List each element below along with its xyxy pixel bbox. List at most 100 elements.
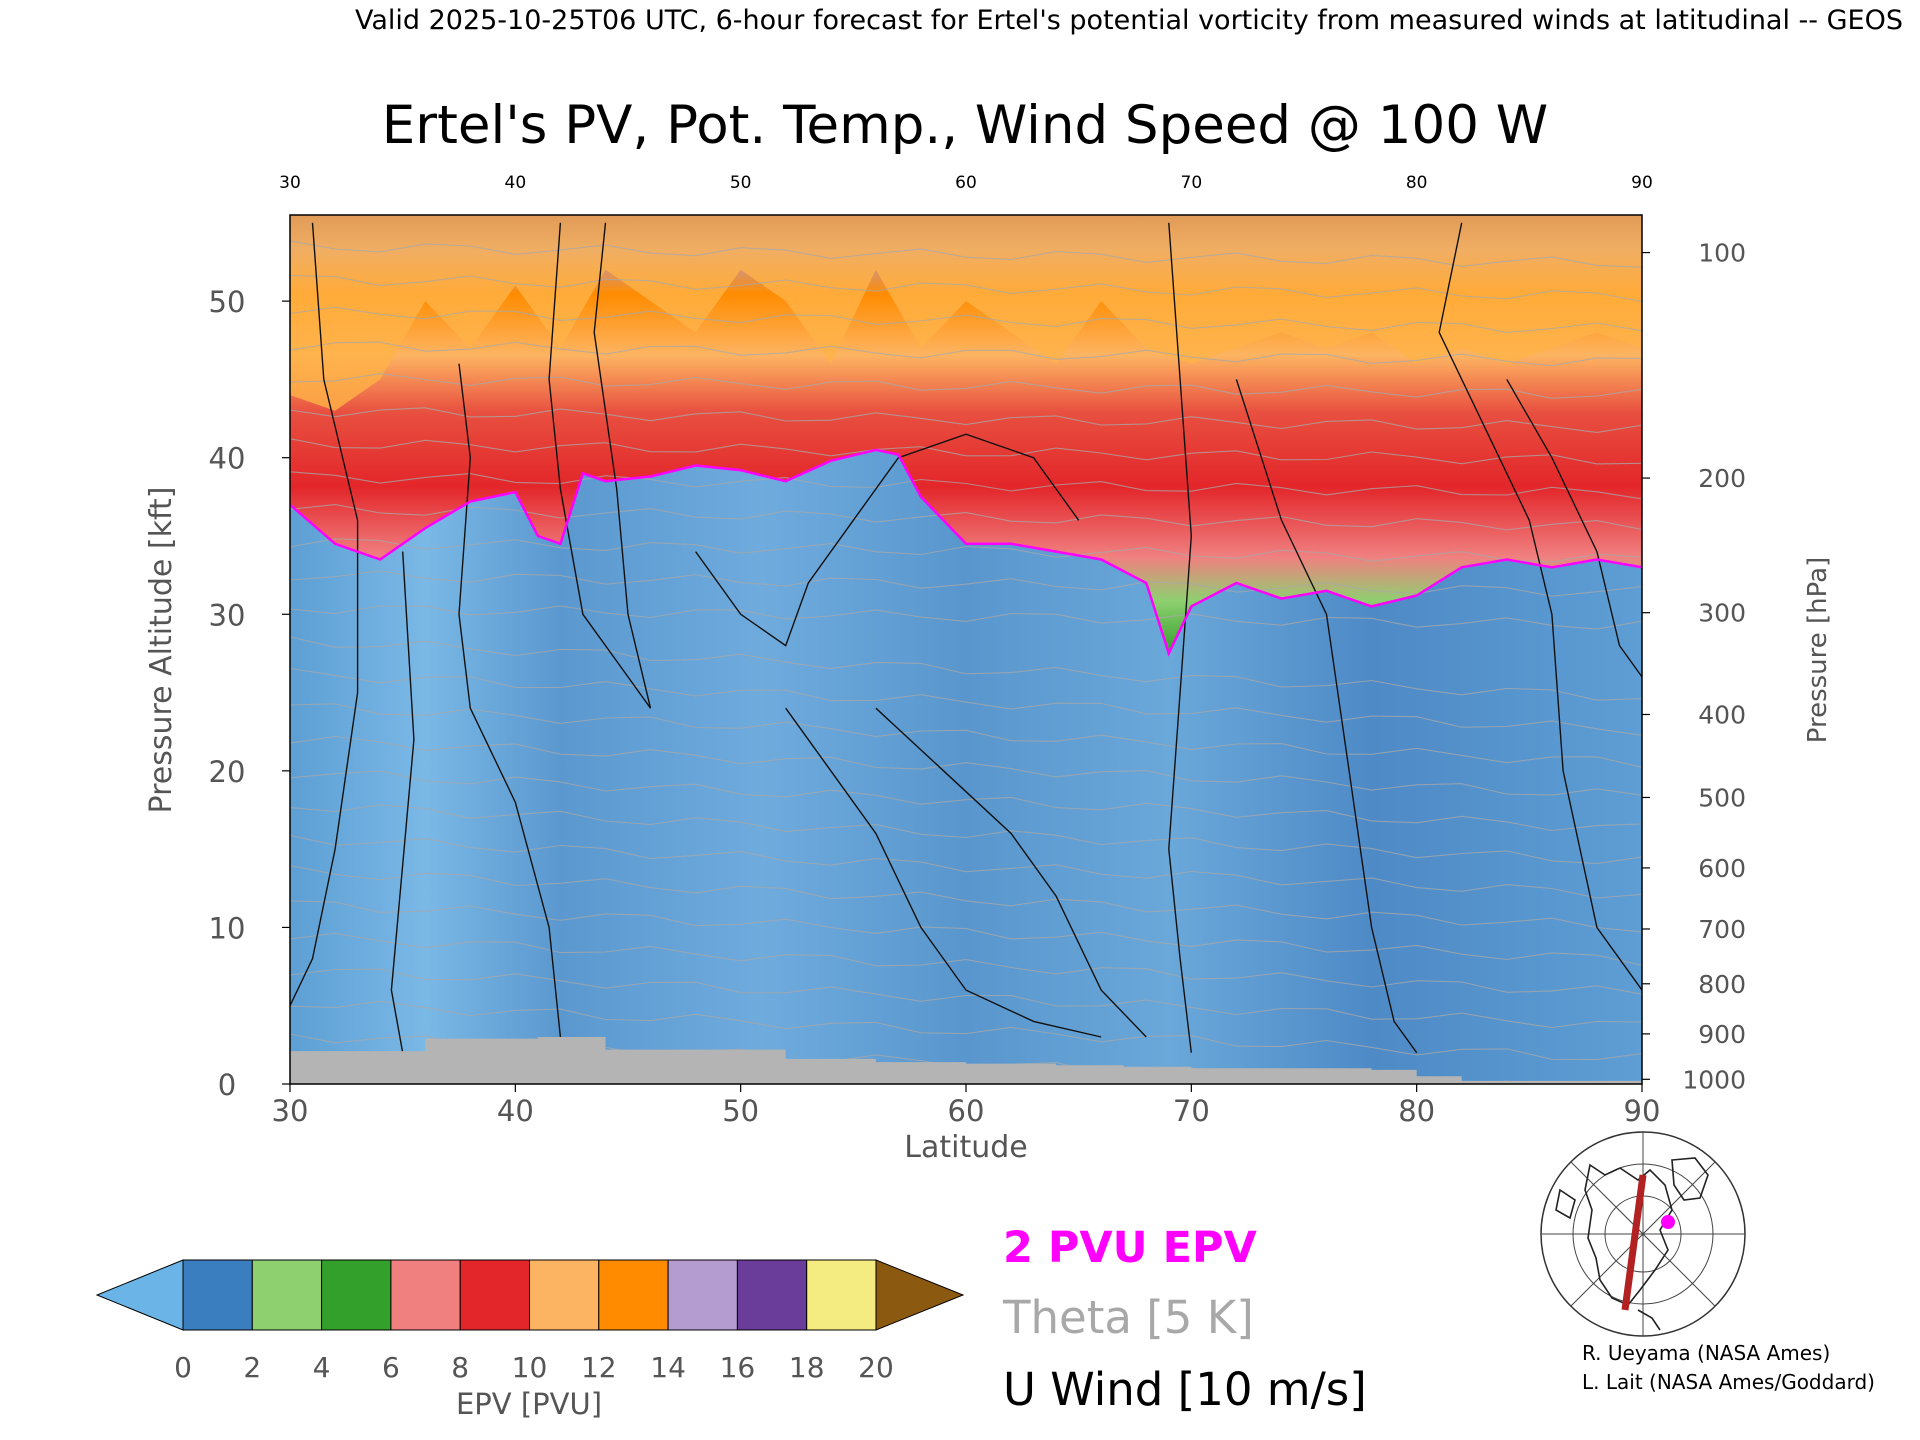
- map-coastlines: [1555, 1157, 1709, 1331]
- u-wind-contour: [548, 222, 652, 709]
- x-axis-top: 30 40 50 60 70 80 90: [279, 173, 1653, 193]
- theta-contour: [290, 900, 1642, 966]
- x-tick-label-top: 30: [279, 173, 301, 193]
- theta-contour: [290, 240, 1642, 268]
- u-wind-contour: [458, 363, 562, 1038]
- colorbar-tick-label: 0: [174, 1351, 192, 1384]
- y-axis-right: 100 200 300 400 500 600 700 800 900 1000: [1642, 239, 1746, 1094]
- u-wind-contour: [695, 433, 1080, 647]
- legend-u-wind: U Wind [10 m/s]: [1003, 1363, 1367, 1416]
- theta-contour: [290, 834, 1642, 899]
- theta-contour: [290, 667, 1642, 736]
- colorbar-tick-label: 2: [243, 1351, 261, 1384]
- plot-area: [290, 215, 1642, 1084]
- theta-contour: [290, 538, 1642, 563]
- x-tick-label-top: 70: [1181, 173, 1203, 193]
- u-wind-contour: [1235, 379, 1418, 1054]
- theta-contour: [290, 341, 1642, 367]
- x-tick-label-top: 50: [730, 173, 752, 193]
- u-wind-contour: [1438, 222, 1642, 991]
- u-wind-contour: [390, 551, 415, 1053]
- colorbar-tick-label: 12: [581, 1351, 617, 1384]
- pressure-tick-label: 600: [1698, 854, 1746, 883]
- x-tick-label-top: 80: [1406, 173, 1428, 193]
- pressure-tick-label: 100: [1698, 239, 1746, 268]
- credit-line-1: R. Ueyama (NASA Ames): [1582, 1341, 1830, 1365]
- colorbar-tick-label: 10: [512, 1351, 548, 1384]
- pressure-tick-label: 900: [1698, 1020, 1746, 1049]
- u-wind-contour: [1168, 222, 1193, 1053]
- x-tick-label: 40: [497, 1094, 534, 1128]
- chart-title: Ertel's PV, Pot. Temp., Wind Speed @ 100…: [382, 95, 1548, 156]
- map-cross-section-line: [1621, 1174, 1647, 1311]
- y-tick-label: 0: [218, 1068, 236, 1102]
- theta-contour: [290, 968, 1642, 1029]
- theta-contour: [290, 865, 1642, 933]
- theta-contour: [290, 703, 1642, 768]
- credit-line-2: L. Lait (NASA Ames/Goddard): [1582, 1370, 1875, 1394]
- tropopause-2pvu-line: [290, 448, 1642, 657]
- theta-contour: [290, 735, 1642, 796]
- x-tick-label-top: 40: [505, 173, 527, 193]
- u-wind-contours: [290, 222, 1642, 1054]
- pressure-tick-label: 200: [1698, 464, 1746, 493]
- y-axis-label-left: Pressure Altitude [kft]: [144, 487, 179, 814]
- map-graticule: [1541, 1132, 1745, 1336]
- colorbar-segment: [806, 1259, 877, 1331]
- colorbar-segment: [251, 1259, 323, 1331]
- x-axis-bottom: 30 40 50 60 70 80 90: [272, 1084, 1661, 1128]
- u-wind-contour: [785, 707, 1102, 1038]
- location-map: [1540, 1131, 1746, 1337]
- colorbar-tick-label: 6: [382, 1351, 400, 1384]
- y-axis-left: 0 10 20 30 40 50: [209, 285, 290, 1102]
- colorbar-segment: [182, 1259, 253, 1331]
- colorbar-tick-label: 20: [858, 1351, 894, 1384]
- map-location-marker: [1661, 1215, 1675, 1229]
- pressure-tick-label: 500: [1698, 783, 1746, 812]
- x-tick-label: 90: [1624, 1094, 1661, 1128]
- colorbar-segment: [529, 1259, 600, 1331]
- theta-contour: [290, 770, 1642, 832]
- theta-contour: [290, 306, 1642, 333]
- u-wind-contour: [875, 707, 1147, 1038]
- x-tick-label: 30: [272, 1094, 309, 1128]
- theta-contour: [290, 373, 1642, 399]
- theta-contour: [290, 471, 1642, 500]
- theta-contour: [290, 570, 1642, 597]
- x-axis-label: Latitude: [904, 1130, 1027, 1165]
- theta-contour: [290, 407, 1642, 433]
- colorbar-segment: [667, 1259, 738, 1331]
- y-tick-label: 30: [209, 598, 246, 632]
- theta-contour: [290, 605, 1642, 630]
- colorbar-segment: [598, 1259, 669, 1331]
- x-tick-label-top: 60: [955, 173, 977, 193]
- theta-contour: [290, 504, 1642, 531]
- x-tick-label: 70: [1173, 1094, 1210, 1128]
- colorbar-segment: [459, 1259, 531, 1331]
- y-tick-label: 40: [209, 442, 246, 476]
- legend-theta: Theta [5 K]: [1002, 1291, 1254, 1344]
- pressure-tick-label: 300: [1698, 599, 1746, 628]
- y-tick-label: 20: [209, 755, 246, 789]
- colorbar-tick-label: 14: [650, 1351, 686, 1384]
- x-tick-label: 80: [1398, 1094, 1435, 1128]
- colorbar-segment: [321, 1259, 392, 1331]
- u-wind-contour: [290, 222, 359, 1007]
- pressure-tick-label: 1000: [1682, 1065, 1746, 1094]
- theta-contour: [290, 274, 1642, 302]
- colorbar-segment: [390, 1259, 461, 1331]
- theta-contour: [290, 804, 1642, 865]
- colorbar-label: EPV [PVU]: [456, 1387, 602, 1421]
- colorbar-tick-label: 4: [313, 1351, 331, 1384]
- x-tick-label: 50: [722, 1094, 759, 1128]
- colorbar-low-arrow: [95, 1259, 184, 1331]
- colorbar: 0 2 4 6 8 10 12 14 16 18 20: [95, 1259, 965, 1384]
- colorbar-high-arrow: [875, 1259, 965, 1331]
- colorbar-tick-label: 8: [451, 1351, 469, 1384]
- theta-contour: [290, 636, 1642, 701]
- header-text: Valid 2025-10-25T06 UTC, 6-hour forecast…: [355, 5, 1903, 36]
- x-tick-label: 60: [948, 1094, 985, 1128]
- pressure-tick-label: 800: [1698, 970, 1746, 999]
- y-tick-label: 50: [209, 285, 246, 319]
